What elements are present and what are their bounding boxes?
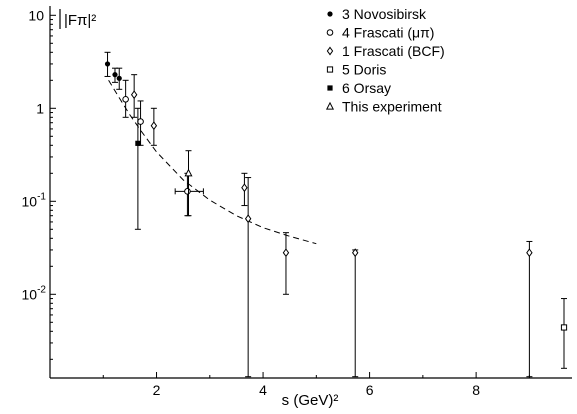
data-marker-diamond [282,248,290,258]
data-marker-diamond [130,90,138,100]
series-2 [130,74,533,378]
data-marker-diamond [241,183,248,193]
y-tick-exponent: -1 [37,191,46,202]
series-5 [184,150,193,217]
series-3 [560,298,568,369]
y-tick-label-1: 1 [36,100,44,116]
data-point [137,100,144,146]
fit-curve [108,80,317,245]
data-marker-circle [184,188,191,195]
legend-entry-3: 5 Doris [326,62,386,78]
data-point [244,177,252,378]
y-tick-label-0: 10 [28,7,44,23]
data-points-layer [104,51,568,378]
series-1 [122,79,204,217]
legend-label-0: 3 Novosibirsk [342,6,427,22]
legend-marker-filled-square [327,85,333,91]
legend-entry-5: This experiment [325,99,442,115]
data-marker-diamond [526,248,533,258]
data-point [111,67,118,83]
y-tick-base: 10 [22,193,38,209]
y-axis-title: |Fπ|² [59,9,96,29]
y-tick-label-2: 10-1 [22,191,47,209]
data-marker-triangle [184,168,193,177]
data-marker-diamond [150,121,158,131]
legend-label-1: 4 Frascati (μπ) [342,25,434,41]
legend-entry-2: 1 Frascati (BCF) [326,43,445,59]
data-point [150,107,158,146]
data-marker-filled-square [135,140,141,146]
data-marker-circle [122,95,129,103]
data-point [104,51,111,77]
data-point [184,150,193,217]
legend-label-3: 5 Doris [342,62,386,78]
data-marker-circle [137,118,144,125]
data-point [174,172,204,217]
x-axis-title: s (GeV)² [282,392,339,409]
data-marker-diamond [244,214,252,224]
data-point [130,74,138,118]
data-point [526,240,533,378]
data-point [122,79,129,118]
data-point [241,172,248,207]
series-0 [104,51,123,90]
x-tick-label-3: 8 [472,382,480,398]
legend-marker-triangle [325,101,335,110]
data-marker-dot [112,72,118,78]
legend: 3 Novosibirsk 4 Frascati (μπ) 1 Frascati (… [325,6,445,115]
x-tick-label-0: 2 [153,382,161,398]
y-tick-label-3: 10-2 [22,284,47,302]
legend-label-2: 1 Frascati (BCF) [342,43,445,59]
legend-label-4: 6 Orsay [342,80,391,96]
legend-entry-0: 3 Novosibirsk [327,6,427,22]
x-tick-label-2: 6 [366,382,374,398]
fit-curve-layer [108,80,317,245]
legend-entry-1: 4 Frascati (μπ) [326,25,434,41]
legend-marker-dot [327,11,333,17]
legend-marker-square [326,66,334,73]
legend-marker-diamond [326,46,334,56]
legend-entry-4: 6 Orsay [327,80,391,96]
y-tick-exponent: -2 [37,284,46,295]
data-point [282,232,290,295]
data-marker-dot [104,61,111,67]
data-marker-diamond [351,248,359,258]
data-point [134,107,141,230]
legend-label-5: This experiment [342,99,442,115]
data-marker-square [560,324,568,331]
x-tick-label-1: 4 [259,382,267,398]
data-marker-dot [116,75,122,81]
series-4 [134,107,141,230]
data-point [116,67,123,90]
data-point [351,248,359,378]
legend-marker-circle [326,29,334,36]
y-tick-base: 10 [22,286,38,302]
data-point [560,298,568,369]
y-axis-title-text: |Fπ|² [64,12,96,29]
